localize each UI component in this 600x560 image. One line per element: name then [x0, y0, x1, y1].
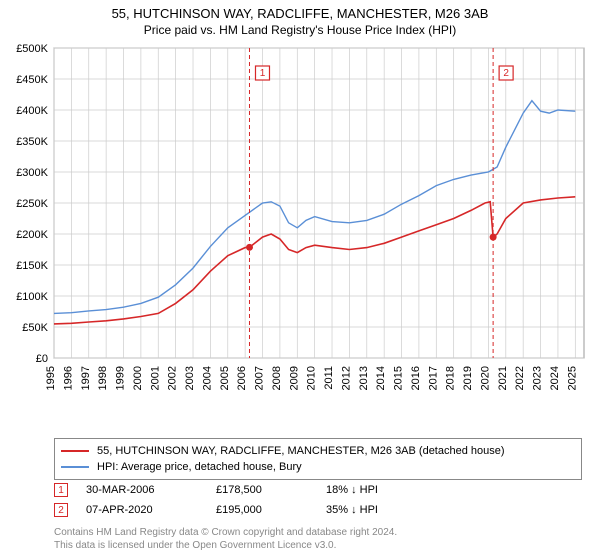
chart-subtitle: Price paid vs. HM Land Registry's House …: [0, 23, 600, 37]
svg-text:2004: 2004: [201, 366, 213, 390]
svg-text:2020: 2020: [479, 366, 491, 390]
attribution-footer: Contains HM Land Registry data © Crown c…: [54, 526, 582, 552]
svg-text:2011: 2011: [323, 366, 335, 390]
footer-line: This data is licensed under the Open Gov…: [54, 539, 582, 552]
svg-text:1995: 1995: [45, 366, 57, 390]
transaction-delta: 18% ↓ HPI: [326, 484, 446, 496]
svg-text:2006: 2006: [236, 366, 248, 390]
legend-label: HPI: Average price, detached house, Bury: [97, 461, 302, 473]
svg-text:2008: 2008: [271, 366, 283, 390]
svg-text:1999: 1999: [115, 366, 127, 390]
transaction-price: £178,500: [216, 484, 326, 496]
legend-swatch: [61, 450, 89, 452]
legend-swatch: [61, 466, 89, 468]
svg-text:1: 1: [260, 68, 266, 79]
svg-text:£0: £0: [36, 353, 48, 365]
chart-title: 55, HUTCHINSON WAY, RADCLIFFE, MANCHESTE…: [0, 6, 600, 21]
svg-text:2017: 2017: [427, 366, 439, 390]
svg-text:1997: 1997: [80, 366, 92, 390]
svg-text:2002: 2002: [167, 366, 179, 390]
svg-text:2007: 2007: [254, 366, 266, 390]
svg-text:£350K: £350K: [16, 136, 48, 148]
svg-text:£200K: £200K: [16, 229, 48, 241]
svg-text:2010: 2010: [306, 366, 318, 390]
svg-text:2014: 2014: [375, 366, 387, 390]
svg-text:2021: 2021: [497, 366, 509, 390]
svg-text:2022: 2022: [514, 366, 526, 390]
transaction-price: £195,000: [216, 504, 326, 516]
svg-text:2: 2: [503, 68, 509, 79]
svg-text:£450K: £450K: [16, 74, 48, 86]
legend-item-hpi: HPI: Average price, detached house, Bury: [61, 459, 575, 475]
svg-text:2019: 2019: [462, 366, 474, 390]
chart-legend: 55, HUTCHINSON WAY, RADCLIFFE, MANCHESTE…: [54, 438, 582, 480]
svg-text:£400K: £400K: [16, 105, 48, 117]
svg-text:£300K: £300K: [16, 167, 48, 179]
transaction-table: 1 30-MAR-2006£178,50018% ↓ HPI 2 07-APR-202…: [54, 480, 582, 520]
price-chart: £0£50K£100K£150K£200K£250K£300K£350K£400…: [54, 48, 584, 398]
svg-text:2000: 2000: [132, 366, 144, 390]
svg-text:2018: 2018: [445, 366, 457, 390]
transaction-delta: 35% ↓ HPI: [326, 504, 446, 516]
svg-text:2016: 2016: [410, 366, 422, 390]
svg-text:£150K: £150K: [16, 260, 48, 272]
svg-text:£100K: £100K: [16, 291, 48, 303]
transaction-row: 2 07-APR-2020£195,00035% ↓ HPI: [54, 500, 582, 520]
svg-text:£50K: £50K: [22, 322, 48, 334]
svg-text:2015: 2015: [393, 366, 405, 390]
chart-title-block: 55, HUTCHINSON WAY, RADCLIFFE, MANCHESTE…: [0, 0, 600, 37]
svg-text:2005: 2005: [219, 366, 231, 390]
footer-line: Contains HM Land Registry data © Crown c…: [54, 526, 582, 539]
svg-text:£500K: £500K: [16, 43, 48, 55]
legend-label: 55, HUTCHINSON WAY, RADCLIFFE, MANCHESTE…: [97, 445, 505, 457]
svg-text:2009: 2009: [288, 366, 300, 390]
svg-text:2025: 2025: [566, 366, 578, 390]
svg-text:2013: 2013: [358, 366, 370, 390]
transaction-row: 1 30-MAR-2006£178,50018% ↓ HPI: [54, 480, 582, 500]
svg-text:2003: 2003: [184, 366, 196, 390]
svg-text:2024: 2024: [549, 366, 561, 390]
svg-text:1998: 1998: [97, 366, 109, 390]
transaction-date: 07-APR-2020: [86, 504, 216, 516]
transaction-marker: 1: [54, 483, 68, 497]
transaction-marker: 2: [54, 503, 68, 517]
svg-text:£250K: £250K: [16, 198, 48, 210]
legend-item-property: 55, HUTCHINSON WAY, RADCLIFFE, MANCHESTE…: [61, 443, 575, 459]
svg-text:2023: 2023: [532, 366, 544, 390]
svg-text:2001: 2001: [149, 366, 161, 390]
svg-text:2012: 2012: [340, 366, 352, 390]
svg-text:1996: 1996: [62, 366, 74, 390]
transaction-date: 30-MAR-2006: [86, 484, 216, 496]
